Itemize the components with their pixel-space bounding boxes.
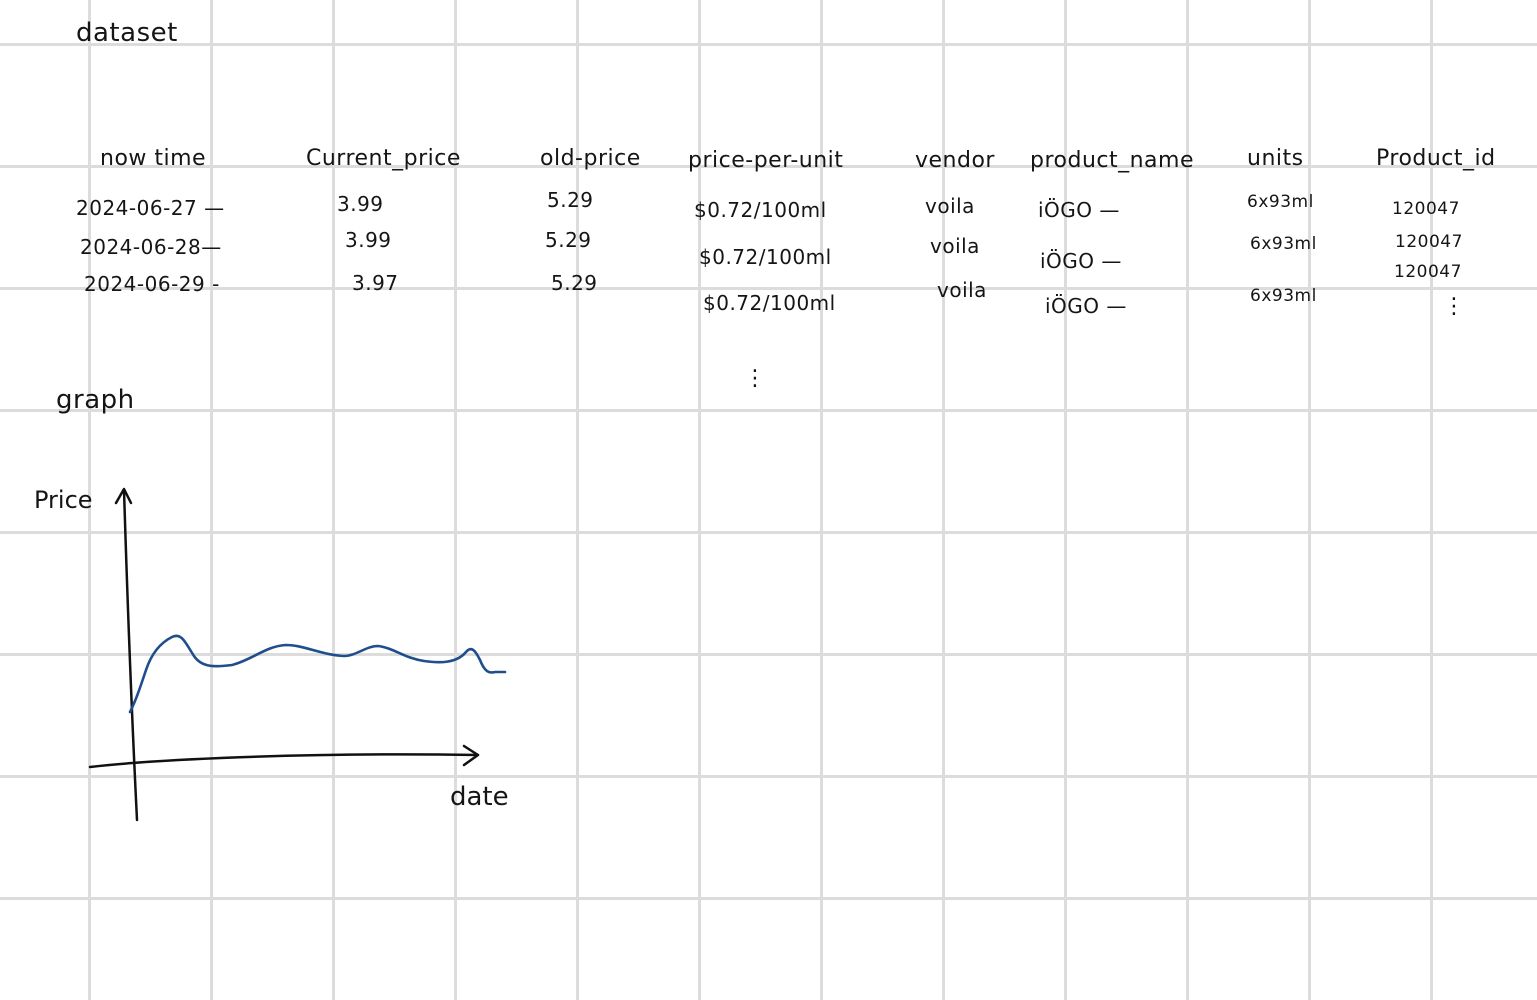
x-axis xyxy=(88,753,480,769)
x-axis-label: date xyxy=(450,782,509,812)
column-header-current-price: Current_price xyxy=(306,146,461,171)
table-cell: 6x93ml xyxy=(1250,286,1317,306)
column-header-now-time: now time xyxy=(100,146,207,171)
table-cell: voila xyxy=(937,278,987,302)
table-cell: 120047 xyxy=(1395,232,1463,252)
table-cell: iÖGO — xyxy=(1038,198,1120,222)
column-header-product-name: product_name xyxy=(1030,148,1195,173)
table-cell: $0.72/100ml xyxy=(703,291,836,315)
price-series-line xyxy=(128,634,507,714)
column-header-product-id: Product_id xyxy=(1376,146,1496,171)
table-cell: 120047 xyxy=(1394,262,1462,282)
column-header-units: units xyxy=(1247,146,1304,171)
table-cell: 3.99 xyxy=(345,228,392,252)
table-cell: iÖGO — xyxy=(1045,294,1127,318)
dataset-title: dataset xyxy=(76,18,178,48)
graph-title: graph xyxy=(56,385,135,415)
table-cell: 5.29 xyxy=(547,188,594,212)
table-cell: 2024-06-28— xyxy=(80,235,222,259)
y-axis-label: Price xyxy=(34,486,93,514)
table-cell: 120047 xyxy=(1392,199,1460,219)
table-cell: iÖGO — xyxy=(1040,249,1122,273)
table-cell: voila xyxy=(925,194,975,218)
column-header-price-per-unit: price-per-unit xyxy=(688,148,844,173)
y-axis-arrowhead xyxy=(114,487,133,505)
y-axis xyxy=(122,488,139,822)
x-axis-arrowhead xyxy=(462,744,480,767)
table-cell: 3.99 xyxy=(337,192,384,216)
table-cell: $0.72/100ml xyxy=(699,245,832,269)
column-header-vendor: vendor xyxy=(915,148,995,173)
table-cell: 3.97 xyxy=(352,271,399,295)
column-header-old-price: old-price xyxy=(540,146,641,171)
table-cell: voila xyxy=(930,234,980,258)
table-cell: 5.29 xyxy=(551,271,598,295)
table-cell: 5.29 xyxy=(545,228,592,252)
table-cell: 2024-06-27 — xyxy=(76,196,225,220)
table-cell: 6x93ml xyxy=(1250,234,1317,254)
table-cell: 2024-06-29 - xyxy=(84,272,220,296)
table-cell: $0.72/100ml xyxy=(694,198,827,222)
table-cell: 6x93ml xyxy=(1247,192,1314,212)
